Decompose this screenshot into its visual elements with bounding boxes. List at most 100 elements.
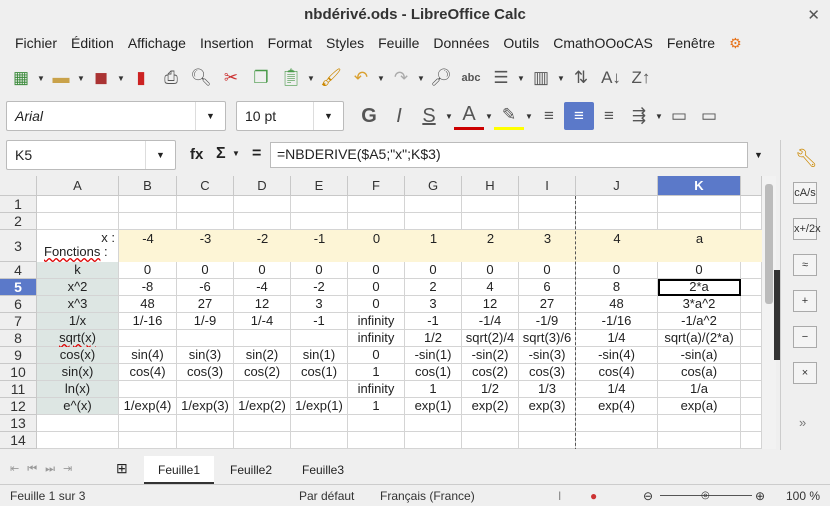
cell-B11[interactable] — [119, 381, 177, 398]
cell-B12[interactable]: 1/exp(4) — [119, 398, 177, 415]
dropdown-icon[interactable]: ▼ — [307, 73, 315, 83]
column-header-J[interactable]: J — [576, 176, 658, 196]
cell-H6[interactable]: 12 — [462, 296, 519, 313]
cas-factor-button[interactable]: − — [793, 326, 817, 348]
cell-D14[interactable] — [234, 432, 291, 449]
cell-F9[interactable]: 0 — [348, 347, 405, 364]
cell-G10[interactable]: cos(1) — [405, 364, 462, 381]
cas-evaluate-button[interactable]: cA/s — [793, 182, 817, 204]
cell-L1[interactable] — [741, 196, 762, 213]
cell-E3[interactable]: -1 — [291, 230, 348, 262]
cell-A6[interactable]: x^3 — [37, 296, 119, 313]
cell-L14[interactable] — [741, 432, 762, 449]
row-header-5[interactable]: 5 — [0, 279, 37, 296]
highlight-icon[interactable]: ✎ — [494, 102, 524, 130]
menu-styles[interactable]: Styles — [326, 35, 365, 51]
cell-B6[interactable]: 48 — [119, 296, 177, 313]
cell-C3[interactable]: -3 — [177, 230, 234, 262]
column-header-B[interactable]: B — [119, 176, 177, 196]
cell-B13[interactable] — [119, 415, 177, 432]
cell-K3[interactable]: a — [658, 230, 741, 262]
dropdown-icon[interactable]: ▼ — [445, 111, 453, 121]
cell-A11[interactable]: ln(x) — [37, 381, 119, 398]
cell-B1[interactable] — [119, 196, 177, 213]
cell-D1[interactable] — [234, 196, 291, 213]
cell-I2[interactable] — [519, 213, 576, 230]
menu-outils[interactable]: Outils — [503, 35, 540, 51]
cell-H2[interactable] — [462, 213, 519, 230]
cell-C1[interactable] — [177, 196, 234, 213]
row-header-10[interactable]: 10 — [0, 364, 37, 381]
cell-J1[interactable] — [576, 196, 658, 213]
cell-J11[interactable]: 1/4 — [576, 381, 658, 398]
cell-C7[interactable]: 1/-9 — [177, 313, 234, 330]
cell-C4[interactable]: 0 — [177, 262, 234, 279]
cell-G1[interactable] — [405, 196, 462, 213]
cell-K5[interactable]: 2*a — [658, 279, 741, 296]
align-middle-icon[interactable]: ▭ — [700, 106, 718, 125]
cas-approximate-button[interactable]: ≈ — [793, 254, 817, 276]
cell-J7[interactable]: -1/16 — [576, 313, 658, 330]
dropdown-icon[interactable]: ▼ — [377, 73, 385, 83]
cell-K9[interactable]: -sin(a) — [658, 347, 741, 364]
cell-J3[interactable]: 4 — [576, 230, 658, 262]
cell-E12[interactable]: 1/exp(1) — [291, 398, 348, 415]
menu-édition[interactable]: Édition — [71, 35, 114, 51]
cell-B4[interactable]: 0 — [119, 262, 177, 279]
align-right-icon[interactable]: ≡ — [604, 106, 614, 125]
cell-F1[interactable] — [348, 196, 405, 213]
dropdown-icon[interactable]: ▼ — [232, 149, 240, 158]
cell-B2[interactable] — [119, 213, 177, 230]
cell-A14[interactable] — [37, 432, 119, 449]
cell-F14[interactable] — [348, 432, 405, 449]
cell-D9[interactable]: sin(2) — [234, 347, 291, 364]
cut-icon[interactable]: ✂ — [223, 68, 239, 87]
column-header-I[interactable]: I — [519, 176, 576, 196]
row-header-12[interactable]: 12 — [0, 398, 37, 415]
cell-D5[interactable]: -4 — [234, 279, 291, 296]
cell-K10[interactable]: cos(a) — [658, 364, 741, 381]
vertical-scrollbar[interactable] — [762, 176, 776, 449]
cell-I11[interactable]: 1/3 — [519, 381, 576, 398]
zoom-out-icon[interactable]: ⊖ — [643, 489, 654, 503]
cell-C5[interactable]: -6 — [177, 279, 234, 296]
sort-descending-icon[interactable]: Z↑ — [631, 68, 651, 87]
cell-J5[interactable]: 8 — [576, 279, 658, 296]
cell-L5[interactable] — [741, 279, 762, 296]
cell-G6[interactable]: 3 — [405, 296, 462, 313]
cell-G12[interactable]: exp(1) — [405, 398, 462, 415]
formula-input[interactable]: =NBDERIVE($A5;"x";K$3) — [270, 142, 748, 168]
cell-K12[interactable]: exp(a) — [658, 398, 741, 415]
cell-D2[interactable] — [234, 213, 291, 230]
more-icon[interactable]: » — [799, 415, 807, 430]
zoom-slider[interactable] — [660, 495, 752, 496]
wrap-text-icon[interactable]: ⇶ — [631, 106, 647, 125]
cell-I5[interactable]: 6 — [519, 279, 576, 296]
sidebar-collapse-handle[interactable] — [774, 270, 780, 360]
sheet-navigation-icons[interactable]: ⇤⏮⏭⇥ — [10, 463, 81, 475]
scrollbar-thumb[interactable] — [765, 184, 773, 304]
cell-F7[interactable]: infinity — [348, 313, 405, 330]
cell-A7[interactable]: 1/x — [37, 313, 119, 330]
sheet-tab-feuille1[interactable]: Feuille1 — [144, 456, 214, 484]
cell-C14[interactable] — [177, 432, 234, 449]
cell-B9[interactable]: sin(4) — [119, 347, 177, 364]
cell-C11[interactable] — [177, 381, 234, 398]
cell-L6[interactable] — [741, 296, 762, 313]
cell-K11[interactable]: 1/a — [658, 381, 741, 398]
cell-A5[interactable]: x^2 — [37, 279, 119, 296]
cell-A2[interactable] — [37, 213, 119, 230]
cell-E6[interactable]: 3 — [291, 296, 348, 313]
cas-derive-button[interactable]: x+/2x — [793, 218, 821, 240]
cell-D6[interactable]: 12 — [234, 296, 291, 313]
row-header-9[interactable]: 9 — [0, 347, 37, 364]
underline-icon[interactable]: S — [422, 104, 436, 127]
cell-I1[interactable] — [519, 196, 576, 213]
cas-expand-button[interactable]: + — [793, 290, 817, 312]
row-header-6[interactable]: 6 — [0, 296, 37, 313]
cell-L9[interactable] — [741, 347, 762, 364]
cell-B14[interactable] — [119, 432, 177, 449]
cell-F8[interactable]: infinity — [348, 330, 405, 347]
cell-J2[interactable] — [576, 213, 658, 230]
extension-icon[interactable]: ⚙ — [729, 34, 742, 51]
